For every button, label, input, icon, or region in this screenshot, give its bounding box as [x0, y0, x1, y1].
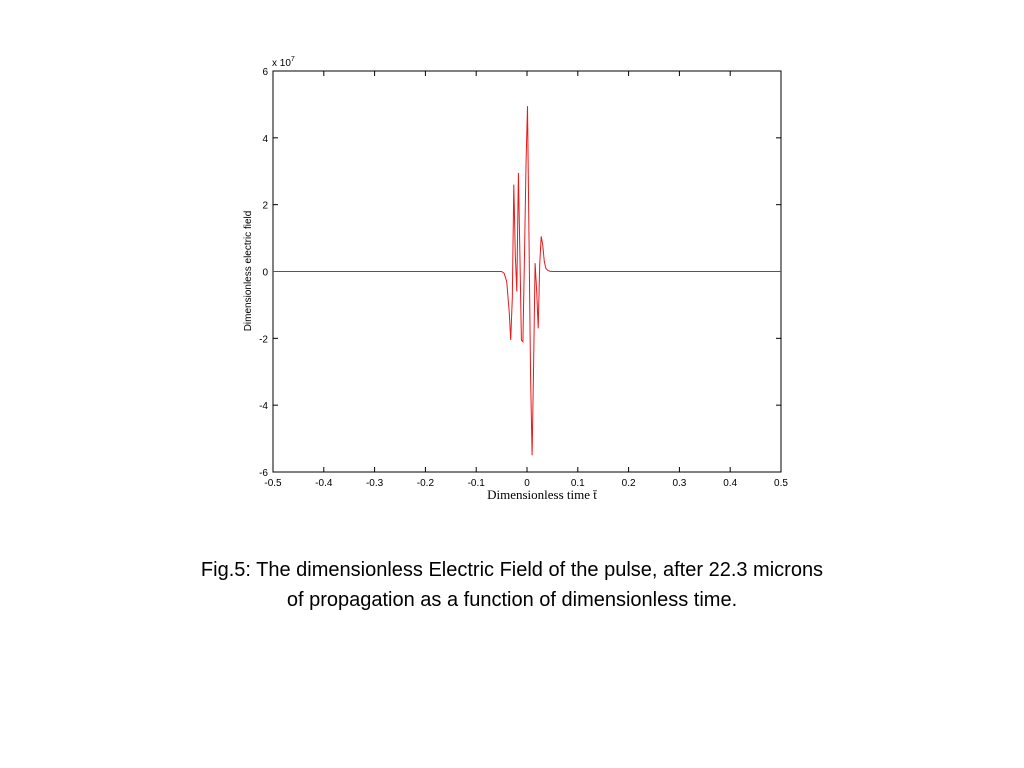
- y-tick-label: 6: [262, 67, 268, 78]
- x-tick-label: 0.3: [672, 478, 686, 489]
- y-tick-label: 0: [262, 268, 268, 279]
- caption-line-2: of propagation as a function of dimensio…: [286, 589, 738, 611]
- y-axis-label: Dimensionless electric field: [243, 211, 254, 332]
- x-axis-label: Dimensionless time t̄: [487, 487, 597, 502]
- x-tick-label: -0.5: [264, 478, 282, 489]
- y-tick-label: -4: [259, 401, 268, 412]
- caption-line-1: Fig.5: The dimensionless Electric Field …: [200, 559, 824, 581]
- series-line: [273, 106, 781, 456]
- y-tick-label: -2: [259, 334, 268, 345]
- x-tick-label: -0.4: [315, 478, 333, 489]
- y-exponent-label: x 107: [272, 56, 295, 69]
- chart: -0.5 -0.4 -0.3 -0.2 -0.1 0 0.1 0.2 0.3 0.4 0.5 -6 -…: [243, 56, 788, 502]
- x-tick-label: -0.2: [417, 478, 435, 489]
- y-tick-label: -6: [259, 468, 268, 479]
- x-tick-label: 0.5: [774, 478, 788, 489]
- figure-caption: Fig.5: The dimensionless Electric Field …: [60, 555, 964, 615]
- x-tick-label: 0.4: [723, 478, 737, 489]
- y-tick-label: 4: [262, 134, 268, 145]
- x-tick-label: 0: [524, 478, 530, 489]
- y-tick-label: 2: [262, 201, 268, 212]
- x-tick-label: -0.1: [468, 478, 486, 489]
- x-tick-label: 0.2: [622, 478, 636, 489]
- y-exponent-power: 7: [291, 56, 295, 63]
- x-tick-label: -0.3: [366, 478, 384, 489]
- x-tick-label: 0.1: [571, 478, 585, 489]
